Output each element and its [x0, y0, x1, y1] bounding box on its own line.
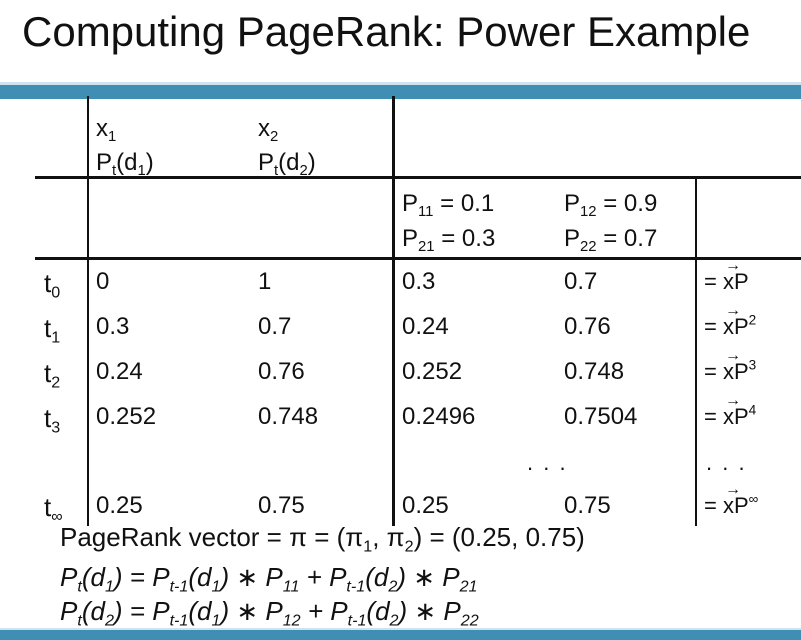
- row-vector-expr: = xP2: [704, 297, 756, 341]
- row-label: t0: [44, 268, 61, 302]
- table-rule-matrix: [35, 257, 801, 260]
- row-p2: 0.75: [564, 492, 611, 519]
- table-col-divider-center: [392, 96, 395, 526]
- row-x2: 0.748: [258, 403, 319, 430]
- row-vector-expr: = xP∞: [704, 476, 758, 520]
- row-x2: 0.75: [258, 492, 305, 519]
- matrix-p11: P11 = 0.1: [402, 190, 495, 221]
- row-p1: 0.25: [402, 492, 449, 519]
- bottom-divider-bar: [0, 628, 801, 640]
- slide-title: Computing PageRank: Power Example: [22, 8, 751, 55]
- row-vector-expr: = xP: [704, 252, 749, 296]
- pagerank-vector-line: PageRank vector = π = (π1, π2) = (0.25, …: [60, 522, 585, 556]
- row-p2: 0.7: [564, 268, 598, 295]
- row-x2: 0.7: [258, 313, 292, 340]
- row-x2: 1: [258, 268, 272, 295]
- row-vector-expr: = xP3: [704, 342, 756, 386]
- row-x2: 0.76: [258, 358, 305, 385]
- matrix-p12: P12 = 0.9: [564, 190, 658, 221]
- row-x1: 0.24: [96, 358, 143, 385]
- matrix-p21: P21 = 0.3: [402, 225, 496, 256]
- table-col-divider-result: [695, 178, 697, 526]
- ellipsis-center: . . .: [527, 450, 568, 475]
- title-divider-bar: [0, 82, 801, 99]
- row-p1: 0.24: [402, 313, 449, 340]
- header-x2: x2 Pt(d2): [258, 115, 316, 180]
- row-p1: 0.2496: [402, 403, 476, 430]
- row-p2: 0.748: [564, 358, 625, 385]
- formula-d2: Pt(d2) = Pt-1(d1) ∗ P12 + Pt-1(d2) ∗ P22: [60, 596, 479, 630]
- row-label: t2: [44, 358, 61, 392]
- row-x1: 0: [96, 268, 110, 295]
- row-label: t∞: [44, 492, 63, 526]
- row-label: t3: [44, 403, 61, 437]
- row-x1: 0.25: [96, 492, 143, 519]
- row-p1: 0.3: [402, 268, 436, 295]
- row-p1: 0.252: [402, 358, 463, 385]
- matrix-p22: P22 = 0.7: [564, 225, 658, 256]
- formula-d1: Pt(d1) = Pt-1(d1) ∗ P11 + Pt-1(d2) ∗ P21: [60, 562, 478, 596]
- table-col-divider-label: [87, 96, 89, 526]
- row-label: t1: [44, 313, 61, 347]
- ellipsis-right: . . .: [706, 450, 747, 475]
- header-x1: x1 Pt(d1): [96, 115, 154, 180]
- row-p2: 0.76: [564, 313, 611, 340]
- row-p2: 0.7504: [564, 403, 638, 430]
- row-x1: 0.3: [96, 313, 130, 340]
- row-x1: 0.252: [96, 403, 157, 430]
- row-vector-expr: = xP4: [704, 387, 756, 431]
- table-rule-header: [35, 176, 801, 179]
